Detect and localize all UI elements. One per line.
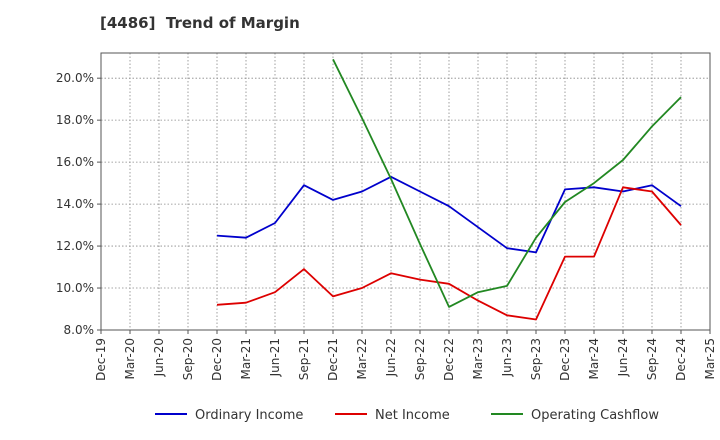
- x-tick-label: Jun-23: [500, 338, 514, 377]
- x-tick-label: Dec-22: [442, 338, 456, 381]
- series-lines: [216, 58, 682, 321]
- series-line-net-income: [216, 186, 682, 321]
- x-tick-label: Sep-24: [645, 338, 659, 380]
- legend: Ordinary Income Net Income Operating Cashf…: [155, 408, 659, 423]
- x-tick-label: Sep-22: [413, 338, 427, 380]
- x-tick-label: Dec-24: [674, 338, 688, 381]
- x-tick-label: Jun-24: [616, 338, 630, 377]
- x-tick-label: Sep-20: [181, 338, 195, 380]
- series-line-ordinary-income: [216, 175, 682, 254]
- x-tick-label: Jun-21: [268, 338, 282, 377]
- x-tick-label: Dec-23: [558, 338, 572, 381]
- x-tick-label: Jun-22: [384, 338, 398, 377]
- y-tick-label: 12.0%: [56, 239, 94, 253]
- plot-area-frame: [100, 52, 711, 331]
- y-tick-label: 8.0%: [64, 323, 95, 337]
- x-tick-label: Jun-20: [152, 338, 166, 377]
- y-tick-label: 14.0%: [56, 197, 94, 211]
- x-tick-label: Dec-20: [210, 338, 224, 381]
- x-tick-label: Sep-23: [529, 338, 543, 380]
- x-tick-label: Mar-25: [703, 338, 717, 379]
- x-tick-label: Sep-21: [297, 338, 311, 380]
- x-tick-label: Mar-23: [471, 338, 485, 379]
- series-line-operating-cashflow: [332, 58, 682, 308]
- y-tick-label: 10.0%: [56, 281, 94, 295]
- x-axis: Dec-19 Mar-20 Jun-20 Sep-20 Dec-20 Mar-21 Jun-…: [94, 330, 717, 381]
- y-tick-label: 16.0%: [56, 155, 94, 169]
- legend-label: Ordinary Income: [195, 408, 303, 423]
- x-tick-label: Dec-19: [94, 338, 108, 381]
- y-tick-label: 20.0%: [56, 71, 94, 85]
- y-axis: 8.0% 10.0% 12.0% 14.0% 16.0% 18.0% 20.0%: [56, 71, 101, 337]
- x-tick-label: Mar-22: [355, 338, 369, 379]
- chart-title: [4486] Trend of Margin: [100, 14, 300, 32]
- x-tick-label: Mar-24: [587, 338, 601, 379]
- legend-label: Operating Cashflow: [531, 408, 659, 423]
- x-tick-label: Mar-21: [239, 338, 253, 379]
- x-tick-label: Mar-20: [123, 338, 137, 379]
- legend-label: Net Income: [375, 408, 450, 423]
- x-tick-label: Dec-21: [326, 338, 340, 381]
- y-tick-label: 18.0%: [56, 113, 94, 127]
